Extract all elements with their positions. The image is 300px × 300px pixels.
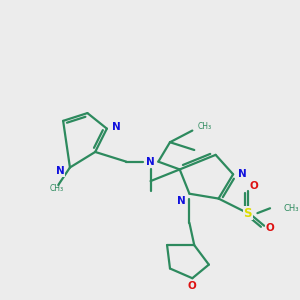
- Text: N: N: [238, 169, 247, 179]
- Text: S: S: [243, 207, 252, 220]
- Text: N: N: [177, 196, 186, 206]
- Text: O: O: [249, 181, 258, 191]
- Text: N: N: [56, 167, 64, 176]
- Text: N: N: [112, 122, 121, 132]
- Text: CH₃: CH₃: [49, 184, 63, 194]
- Text: CH₃: CH₃: [284, 204, 299, 213]
- Text: O: O: [188, 281, 197, 291]
- Text: N: N: [146, 157, 155, 167]
- Text: O: O: [266, 223, 274, 233]
- Text: CH₃: CH₃: [197, 122, 211, 131]
